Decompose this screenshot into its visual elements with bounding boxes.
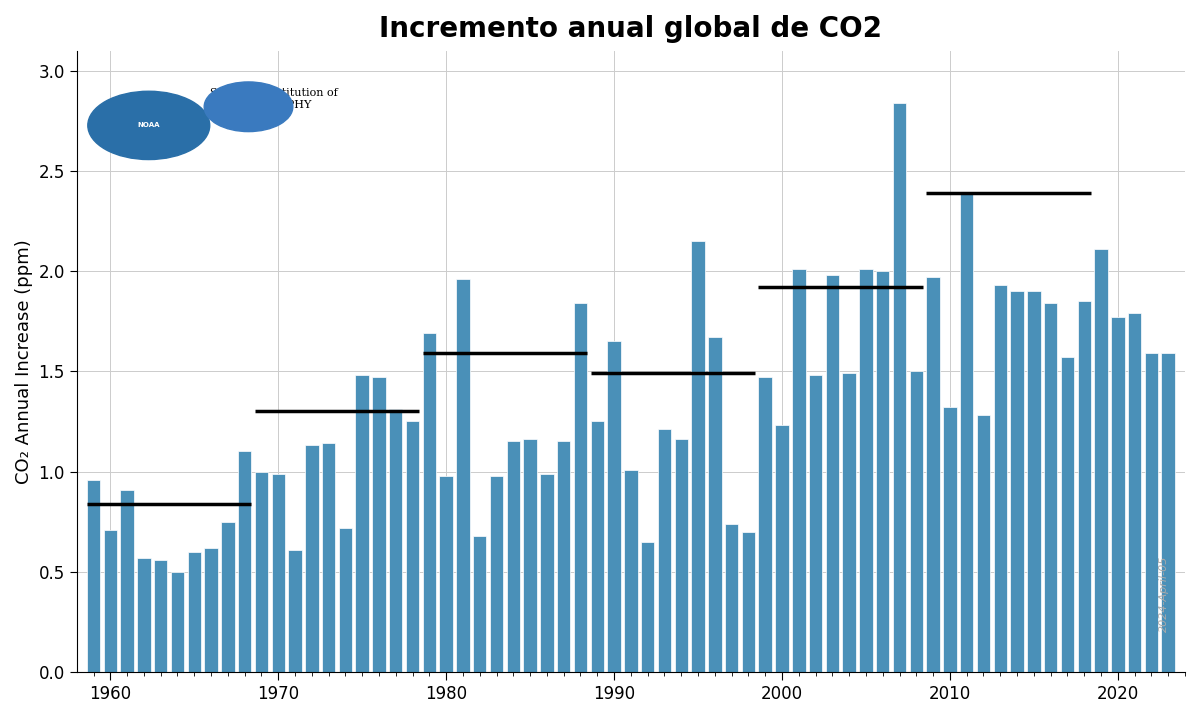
Bar [389,409,402,672]
Bar [204,548,217,672]
Bar [977,416,990,672]
Bar [691,241,704,672]
Bar [439,475,452,672]
Bar [1145,353,1158,672]
Bar [826,275,839,672]
Bar [607,341,620,672]
Text: SCRIPPS institution of
OCEANOGRAPHY
UC San Diego: SCRIPPS institution of OCEANOGRAPHY UC S… [210,88,337,121]
Bar [1094,249,1108,672]
Bar [456,279,469,672]
Bar [238,452,251,672]
Bar [674,439,688,672]
Bar [406,421,419,672]
Bar [271,473,284,672]
Bar [1027,292,1040,672]
Bar [86,480,101,672]
Bar [490,475,503,672]
Bar [540,473,553,672]
Bar [1128,313,1141,672]
Bar [574,303,587,672]
Bar [154,559,168,672]
Bar [775,426,788,672]
Circle shape [88,91,210,159]
Bar [876,271,889,672]
Bar [1061,358,1074,672]
Bar [758,378,772,672]
Bar [305,445,318,672]
Bar [893,103,906,672]
Bar [1162,353,1175,672]
Bar [288,549,301,672]
Text: NOAA: NOAA [138,122,160,129]
Bar [120,490,134,672]
Bar [1010,292,1024,672]
Bar [809,376,822,672]
Bar [1078,302,1091,672]
Bar [859,269,872,672]
Bar [103,530,118,672]
Bar [557,442,570,672]
Bar [742,531,755,672]
Bar [725,523,738,672]
Bar [960,193,973,672]
Bar [590,421,604,672]
Bar [473,536,486,672]
Bar [338,528,352,672]
Bar [910,371,923,672]
Bar [658,429,671,672]
Bar [994,285,1007,672]
Bar [170,572,185,672]
Bar [221,521,234,672]
Y-axis label: CO₂ Annual Increase (ppm): CO₂ Annual Increase (ppm) [14,239,34,484]
Bar [422,333,436,672]
Bar [506,442,520,672]
Bar [641,541,654,672]
Bar [1111,317,1124,672]
Bar [842,373,856,672]
Bar [943,407,956,672]
Bar [926,277,940,672]
Bar [137,558,151,672]
Bar [624,470,637,672]
Bar [708,337,721,672]
Bar [254,472,268,672]
Circle shape [204,82,293,131]
Bar [322,444,335,672]
Bar [355,376,368,672]
Bar [523,439,536,672]
Bar [372,378,385,672]
Title: Incremento anual global de CO2: Incremento anual global de CO2 [379,15,882,43]
Text: 2024-April-05: 2024-April-05 [1159,556,1169,632]
Bar [187,551,200,672]
Bar [792,269,805,672]
Bar [1044,303,1057,672]
